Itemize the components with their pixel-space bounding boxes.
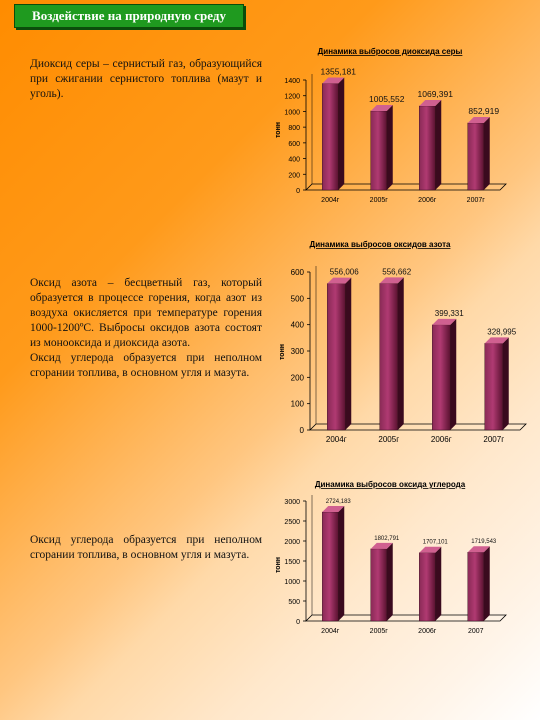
- bar-top: [370, 104, 393, 111]
- chart-carbon-monoxide: Динамика выбросов оксида углерода 0 500 100…: [275, 480, 507, 635]
- chart-title: Динамика выбросов оксида углерода: [315, 480, 466, 489]
- y-tick-label: 1500: [284, 559, 300, 566]
- bar-side: [483, 116, 490, 190]
- category-label: 2007г: [483, 435, 504, 444]
- bar-top: [484, 337, 509, 344]
- carbon-monoxide-text-mid: Оксид углерода образуется при неполном с…: [30, 352, 262, 379]
- y-axis-label: тонн: [275, 557, 282, 573]
- category-label: 2004г: [321, 628, 340, 635]
- y-tick-label: 0: [296, 619, 300, 626]
- y-tick-label: 0: [296, 188, 300, 195]
- sulfur-dioxide-text: Диоксид серы – сернистый газ, образующий…: [30, 58, 262, 100]
- bar: [322, 83, 339, 191]
- data-label: 2724,183: [326, 499, 352, 505]
- category-label: 2005г: [370, 628, 389, 635]
- bar-side: [450, 318, 457, 430]
- bar-top: [467, 546, 490, 553]
- chart-title: Динамика выбросов диоксида серы: [318, 47, 463, 56]
- bar-side: [386, 104, 393, 190]
- bar: [322, 511, 339, 622]
- carbon-monoxide-text: Оксид углерода образуется при неполном с…: [30, 534, 262, 561]
- y-tick-label: 500: [288, 599, 300, 606]
- bar-side: [338, 77, 345, 190]
- y-tick-label: 500: [291, 294, 305, 303]
- y-tick-label: 200: [291, 373, 305, 382]
- y-tick-label: 1200: [284, 94, 300, 101]
- bar-side: [483, 546, 490, 621]
- bar: [370, 110, 387, 191]
- bar: [484, 343, 503, 431]
- bar-top: [370, 542, 393, 549]
- category-label: 2007г: [467, 197, 486, 204]
- data-label: 1802,791: [374, 536, 400, 542]
- chart-nitrogen-oxides: Динамика выбросов оксидов азота 0 100 200 30…: [279, 240, 527, 444]
- nitrogen-oxide-text-block: Оксид азота – бесцветный газ, который об…: [30, 276, 262, 381]
- bar: [370, 548, 387, 622]
- bar: [467, 552, 484, 622]
- bar-side: [386, 542, 393, 621]
- y-tick-label: 100: [291, 400, 305, 409]
- bar-top: [467, 116, 490, 123]
- bar: [432, 324, 451, 431]
- category-label: 2006г: [418, 197, 437, 204]
- y-tick-label: 3000: [284, 499, 300, 506]
- y-tick-label: 400: [288, 157, 300, 164]
- bar-side: [345, 277, 352, 430]
- bar-side: [397, 277, 404, 430]
- bar-top: [432, 318, 457, 325]
- bar-top: [322, 506, 345, 513]
- bar-top: [379, 277, 404, 284]
- data-label: 556,662: [382, 267, 411, 276]
- bar: [327, 283, 346, 431]
- bar-side: [435, 99, 442, 190]
- data-label: 1719,543: [471, 539, 497, 545]
- y-axis-label: тонн: [279, 344, 286, 360]
- bar-side: [502, 337, 509, 430]
- bar: [419, 552, 436, 622]
- chart-title: Динамика выбросов оксидов азота: [310, 240, 451, 249]
- data-label: 1355,181: [321, 67, 357, 77]
- data-label: 328,995: [487, 327, 516, 336]
- data-label: 556,006: [330, 268, 359, 277]
- page-title: Воздействие на природную среду: [14, 4, 244, 28]
- category-label: 2005г: [378, 435, 399, 444]
- data-label: 1069,391: [418, 89, 454, 99]
- bar: [467, 122, 484, 191]
- y-axis-label: тонн: [275, 122, 282, 138]
- nitrogen-oxide-text: Оксид азота – бесцветный газ, который об…: [30, 277, 262, 349]
- category-label: 2004г: [326, 435, 347, 444]
- category-label: 2005г: [370, 197, 389, 204]
- y-tick-label: 800: [288, 125, 300, 132]
- y-tick-label: 1400: [284, 78, 300, 85]
- y-tick-label: 0: [300, 426, 305, 435]
- chart-sulfur-dioxide: Динамика выбросов диоксида серы 0 200 400 60…: [275, 47, 507, 204]
- bar-top: [419, 546, 442, 553]
- data-label: 1707,101: [423, 540, 449, 546]
- bar-top: [419, 99, 442, 106]
- data-label: 852,919: [468, 106, 499, 116]
- data-label: 1005,552: [369, 94, 405, 104]
- bar-top: [322, 77, 345, 84]
- y-tick-label: 600: [288, 141, 300, 148]
- y-tick-label: 2000: [284, 539, 300, 546]
- y-tick-label: 1000: [284, 109, 300, 116]
- y-tick-label: 2500: [284, 519, 300, 526]
- bar-side: [338, 506, 345, 621]
- bar-top: [327, 277, 352, 284]
- bar: [419, 105, 436, 191]
- category-label: 2004г: [321, 197, 340, 204]
- bar-side: [435, 546, 442, 621]
- data-label: 399,331: [435, 309, 464, 318]
- category-label: 2006г: [418, 628, 437, 635]
- y-tick-label: 300: [291, 347, 305, 356]
- y-tick-label: 200: [288, 172, 300, 179]
- category-label: 2006г: [431, 435, 452, 444]
- bar: [379, 283, 398, 431]
- y-tick-label: 600: [291, 268, 305, 277]
- category-label: 2007: [468, 628, 484, 635]
- y-tick-label: 1000: [284, 579, 300, 586]
- y-tick-label: 400: [291, 321, 305, 330]
